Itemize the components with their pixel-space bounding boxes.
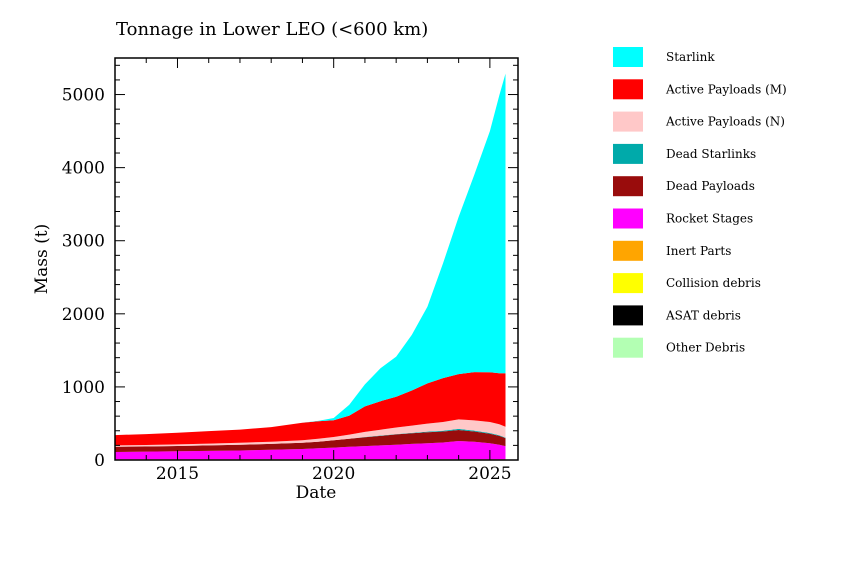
legend-label: Inert Parts [666,244,731,258]
legend-label: Starlink [666,50,715,64]
axis-ticks [114,58,518,461]
y-tick-label: 4000 [62,159,105,179]
legend-swatch [613,273,643,294]
legend-item-starlink: Starlink [613,47,715,67]
plot-frame [114,57,519,461]
legend-label: Collision debris [666,276,761,290]
y-tick-label: 3000 [62,232,105,252]
y-tick-label: 0 [94,451,105,471]
legend-swatch [613,47,643,67]
legend-swatch [613,240,643,261]
stacked-areas [115,73,506,460]
legend-label: Active Payloads (N) [665,115,785,129]
legend-label: Rocket Stages [666,212,753,226]
legend-item-dead-payloads: Dead Payloads [613,176,755,197]
legend-item-rocket-stages: Rocket Stages [613,208,753,229]
chart-title: Tonnage in Lower LEO (<600 km) [116,19,428,40]
legend-swatch [613,337,643,358]
legend-item-collision-debris: Collision debris [613,273,761,294]
legend-swatch [613,305,643,326]
area-starlink [115,73,506,436]
legend-label: Active Payloads (M) [665,82,787,96]
area-active-payloads-m [115,372,506,446]
legend-label: Dead Payloads [666,179,755,193]
x-axis-label: Date [296,483,337,503]
legend-swatch [613,176,643,197]
x-tick-label: 2020 [312,464,355,484]
legend-item-active-payloads-m: Active Payloads (M) [613,79,787,100]
legend-label: Dead Starlinks [666,147,756,161]
y-tick-labels: 0 1000 2000 3000 4000 5000 [62,86,105,471]
legend-item-dead-starlinks: Dead Starlinks [613,143,756,164]
legend-swatch [613,79,643,100]
legend-item-asat-debris: ASAT debris [613,305,741,326]
y-tick-label: 2000 [62,305,105,325]
legend-label: Other Debris [666,341,745,355]
y-tick-label: 5000 [62,86,105,106]
legend-item-active-payloads-n: Active Payloads (N) [613,111,785,132]
area-active-payloads-n [115,419,506,447]
x-tick-label: 2015 [156,464,199,484]
legend-item-other-debris: Other Debris [613,337,745,358]
legend-swatch [613,143,643,164]
y-axis-label: Mass (t) [32,224,52,295]
legend-item-inert-parts: Inert Parts [613,240,731,261]
legend-swatch [613,208,643,229]
area-dead-payloads [115,430,506,452]
area-dead-starlinks [115,428,506,447]
legend: Starlink Active Payloads (M) Active Payloa… [613,47,787,358]
y-tick-label: 1000 [62,378,105,398]
area-rocket-stages [115,441,506,460]
x-tick-label: 2025 [468,464,511,484]
legend-swatch [613,111,643,132]
legend-label: ASAT debris [665,308,741,322]
x-tick-labels: 2015 2020 2025 [156,464,512,484]
